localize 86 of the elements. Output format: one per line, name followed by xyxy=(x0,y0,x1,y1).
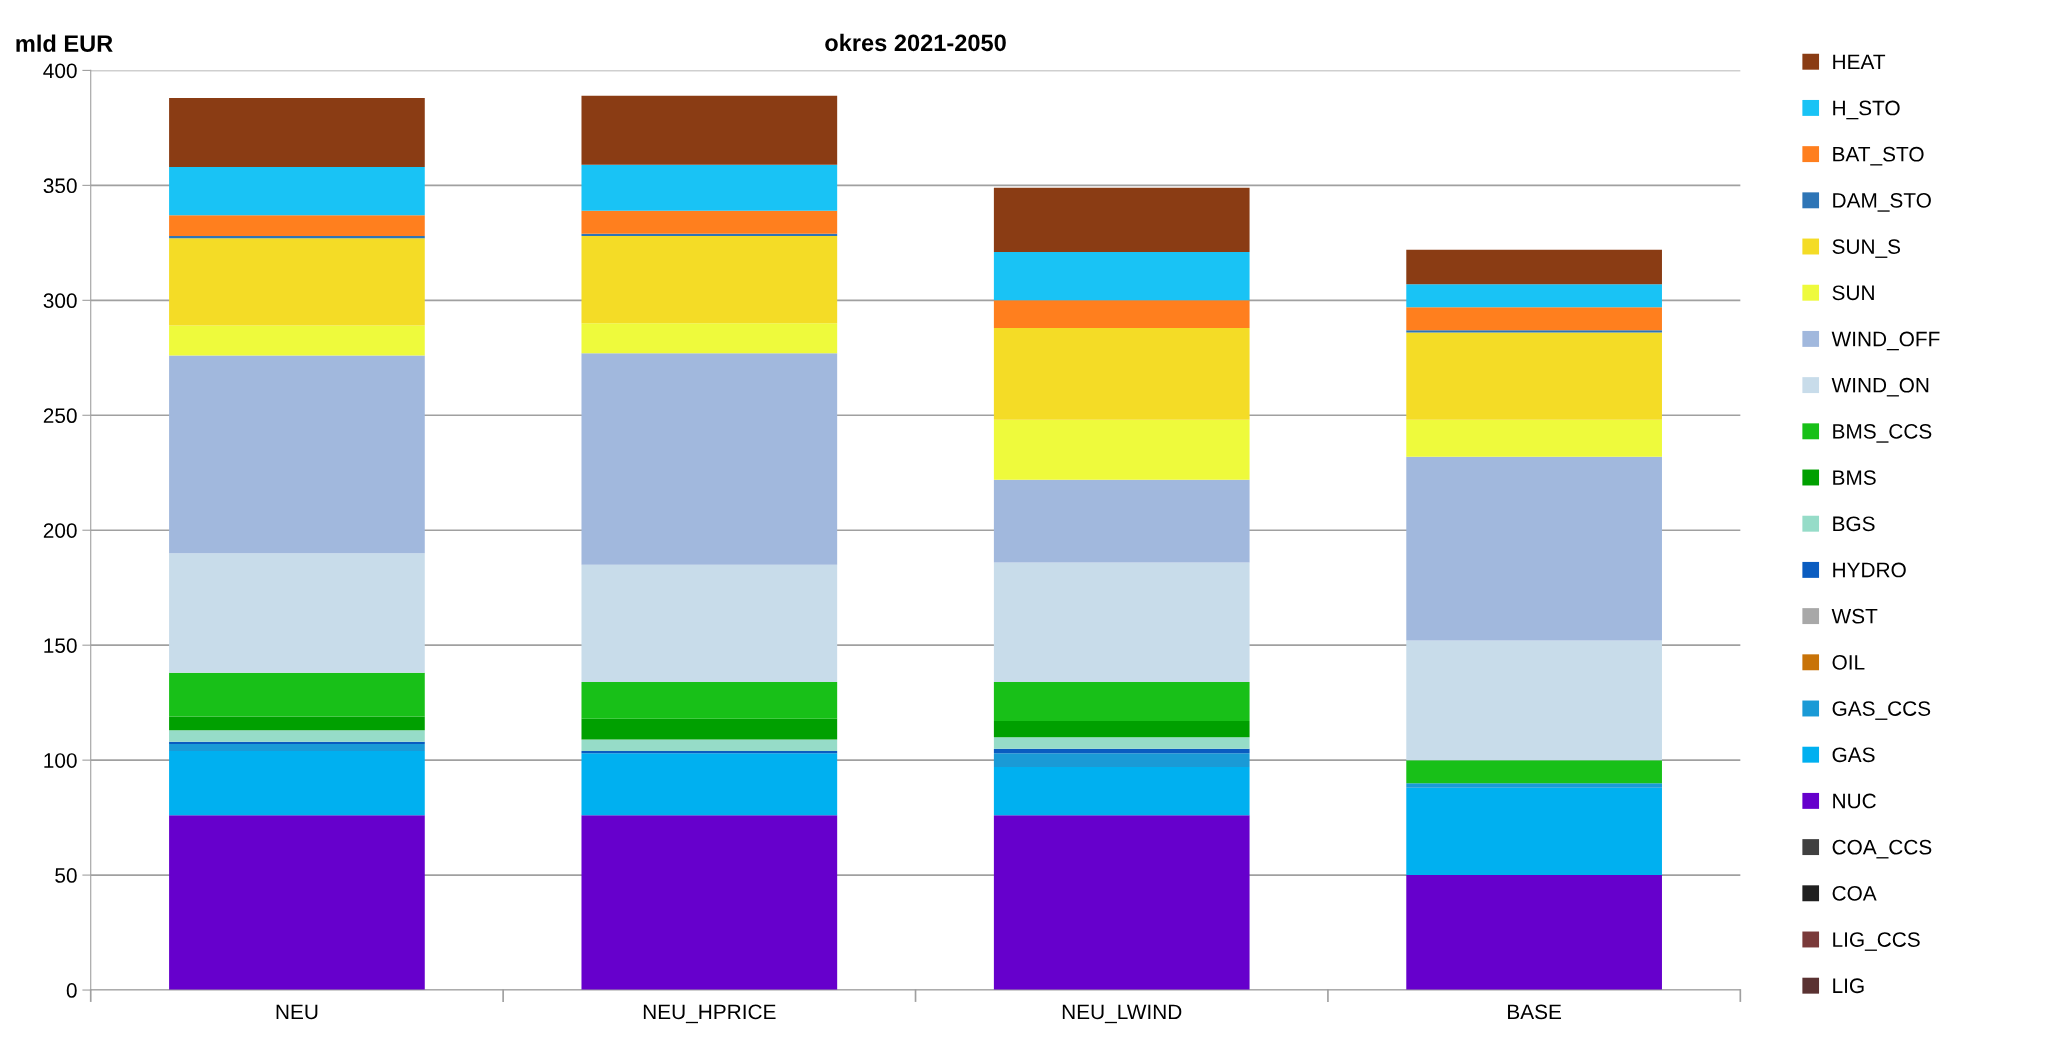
bar xyxy=(581,95,838,165)
y-tick-label: 200 xyxy=(43,523,77,538)
bar xyxy=(1406,332,1662,420)
bar xyxy=(1406,249,1662,285)
bar xyxy=(1406,456,1662,641)
bar xyxy=(581,753,838,816)
legend-label: BMS xyxy=(1833,470,1876,485)
bar xyxy=(169,166,425,216)
bar xyxy=(993,252,1250,301)
legend-label: COA xyxy=(1832,885,1877,901)
legend-label: COA_CCS xyxy=(1832,839,1932,859)
bar xyxy=(1406,783,1662,788)
chart-title: okres 2021-2050 xyxy=(825,33,1006,52)
bar xyxy=(993,300,1250,328)
bar xyxy=(169,716,425,731)
y-axis-title: mld EUR xyxy=(16,34,113,52)
y-tick-label: 0 xyxy=(66,983,77,998)
bar xyxy=(169,325,425,356)
legend-label: H_STO xyxy=(1833,100,1900,120)
legend-label: OIL xyxy=(1832,654,1865,670)
bar xyxy=(169,744,425,751)
bar xyxy=(993,815,1250,991)
x-tick-label: BASE xyxy=(1508,1004,1562,1020)
legend-label: BGS xyxy=(1833,516,1875,532)
legend-label: SUN_S xyxy=(1832,239,1901,258)
bar xyxy=(169,98,425,167)
x-tick-label: NEU_LWIND xyxy=(1062,1004,1182,1024)
bar xyxy=(993,737,1250,749)
bar xyxy=(169,672,425,717)
bar xyxy=(581,164,838,211)
legend-label: WIND_ON xyxy=(1831,377,1929,397)
bar xyxy=(581,323,838,354)
bar xyxy=(581,210,838,234)
bar xyxy=(169,553,425,673)
bar xyxy=(169,215,425,236)
legend-label: HEAT xyxy=(1833,54,1886,69)
bar xyxy=(1406,419,1662,457)
bar xyxy=(993,753,1250,768)
bar xyxy=(993,721,1250,738)
bar xyxy=(581,815,838,991)
bar xyxy=(169,730,425,742)
bar xyxy=(993,767,1250,816)
bar xyxy=(993,187,1250,253)
y-tick-label: 400 xyxy=(43,63,77,79)
bar xyxy=(1406,284,1662,308)
bar xyxy=(169,815,425,991)
bar xyxy=(581,739,838,751)
bar xyxy=(1406,307,1662,331)
legend-label: WST xyxy=(1831,608,1878,624)
bar xyxy=(993,327,1250,420)
bar xyxy=(1406,330,1662,333)
legend-label: HYDRO xyxy=(1833,562,1906,578)
bar xyxy=(1406,875,1662,991)
legend-label: SUN xyxy=(1832,285,1874,301)
legend-label: LIG xyxy=(1833,978,1864,994)
bar xyxy=(1406,760,1662,784)
bar xyxy=(993,562,1250,682)
bar xyxy=(1406,640,1662,761)
bar xyxy=(993,419,1250,480)
y-tick-label: 300 xyxy=(43,293,77,309)
legend-label: NUC xyxy=(1833,793,1876,809)
bar xyxy=(169,355,425,554)
bar xyxy=(581,681,838,719)
bar xyxy=(581,353,838,565)
bar xyxy=(993,681,1250,722)
y-tick-label: 100 xyxy=(44,753,77,768)
legend-label: DAM_STO xyxy=(1833,193,1931,212)
x-tick-label: NEU xyxy=(276,1004,318,1020)
bar xyxy=(581,235,838,324)
legend-label: WIND_OFF xyxy=(1831,331,1940,351)
bar xyxy=(993,479,1250,563)
bar xyxy=(581,718,838,740)
legend-label: BMS_CCS xyxy=(1833,424,1932,443)
y-tick-label: 150 xyxy=(44,638,77,653)
y-tick-label: 350 xyxy=(43,178,77,194)
legend-label: GAS xyxy=(1832,747,1875,763)
x-tick-label: NEU_HPRICE xyxy=(643,1004,776,1024)
bar xyxy=(169,750,425,816)
legend-label: GAS_CCS xyxy=(1832,701,1931,720)
y-tick-label: 50 xyxy=(55,868,77,883)
bar xyxy=(1406,787,1662,876)
legend-label: BAT_STO xyxy=(1833,146,1924,166)
bar xyxy=(581,564,838,682)
bar xyxy=(169,238,425,326)
legend-label: LIG_CCS xyxy=(1833,932,1920,951)
y-tick-label: 250 xyxy=(43,408,77,424)
